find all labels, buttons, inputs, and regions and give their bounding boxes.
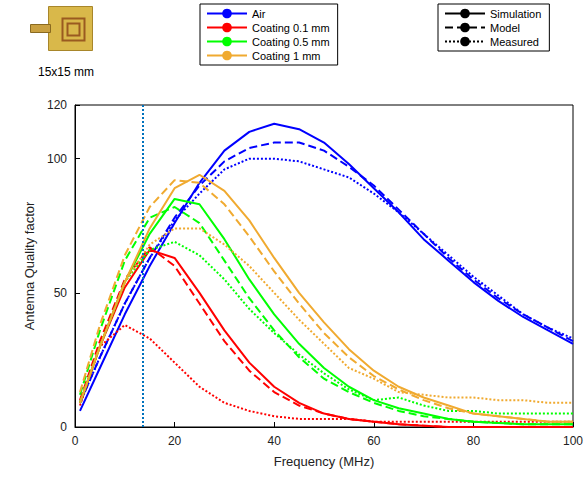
svg-text:Simulation: Simulation	[490, 8, 541, 20]
svg-text:Frequency (MHz): Frequency (MHz)	[274, 454, 374, 469]
svg-text:Air: Air	[252, 8, 266, 20]
svg-text:0: 0	[72, 434, 79, 448]
svg-text:15x15 mm: 15x15 mm	[38, 65, 94, 79]
svg-text:Measured: Measured	[490, 36, 539, 48]
svg-text:Antenna Quality factor: Antenna Quality factor	[22, 201, 37, 330]
svg-text:Coating 1 mm: Coating 1 mm	[252, 50, 320, 62]
svg-text:20: 20	[168, 434, 182, 448]
svg-text:40: 40	[268, 434, 282, 448]
svg-text:120: 120	[47, 98, 67, 112]
svg-text:80: 80	[467, 434, 481, 448]
svg-text:Coating 0.5 mm: Coating 0.5 mm	[252, 36, 330, 48]
svg-text:50: 50	[54, 286, 68, 300]
svg-text:100: 100	[47, 152, 67, 166]
svg-text:Coating 0.1 mm: Coating 0.1 mm	[252, 22, 330, 34]
svg-text:Model: Model	[490, 22, 520, 34]
svg-text:0: 0	[60, 420, 67, 434]
svg-text:60: 60	[367, 434, 381, 448]
svg-text:100: 100	[563, 434, 583, 448]
